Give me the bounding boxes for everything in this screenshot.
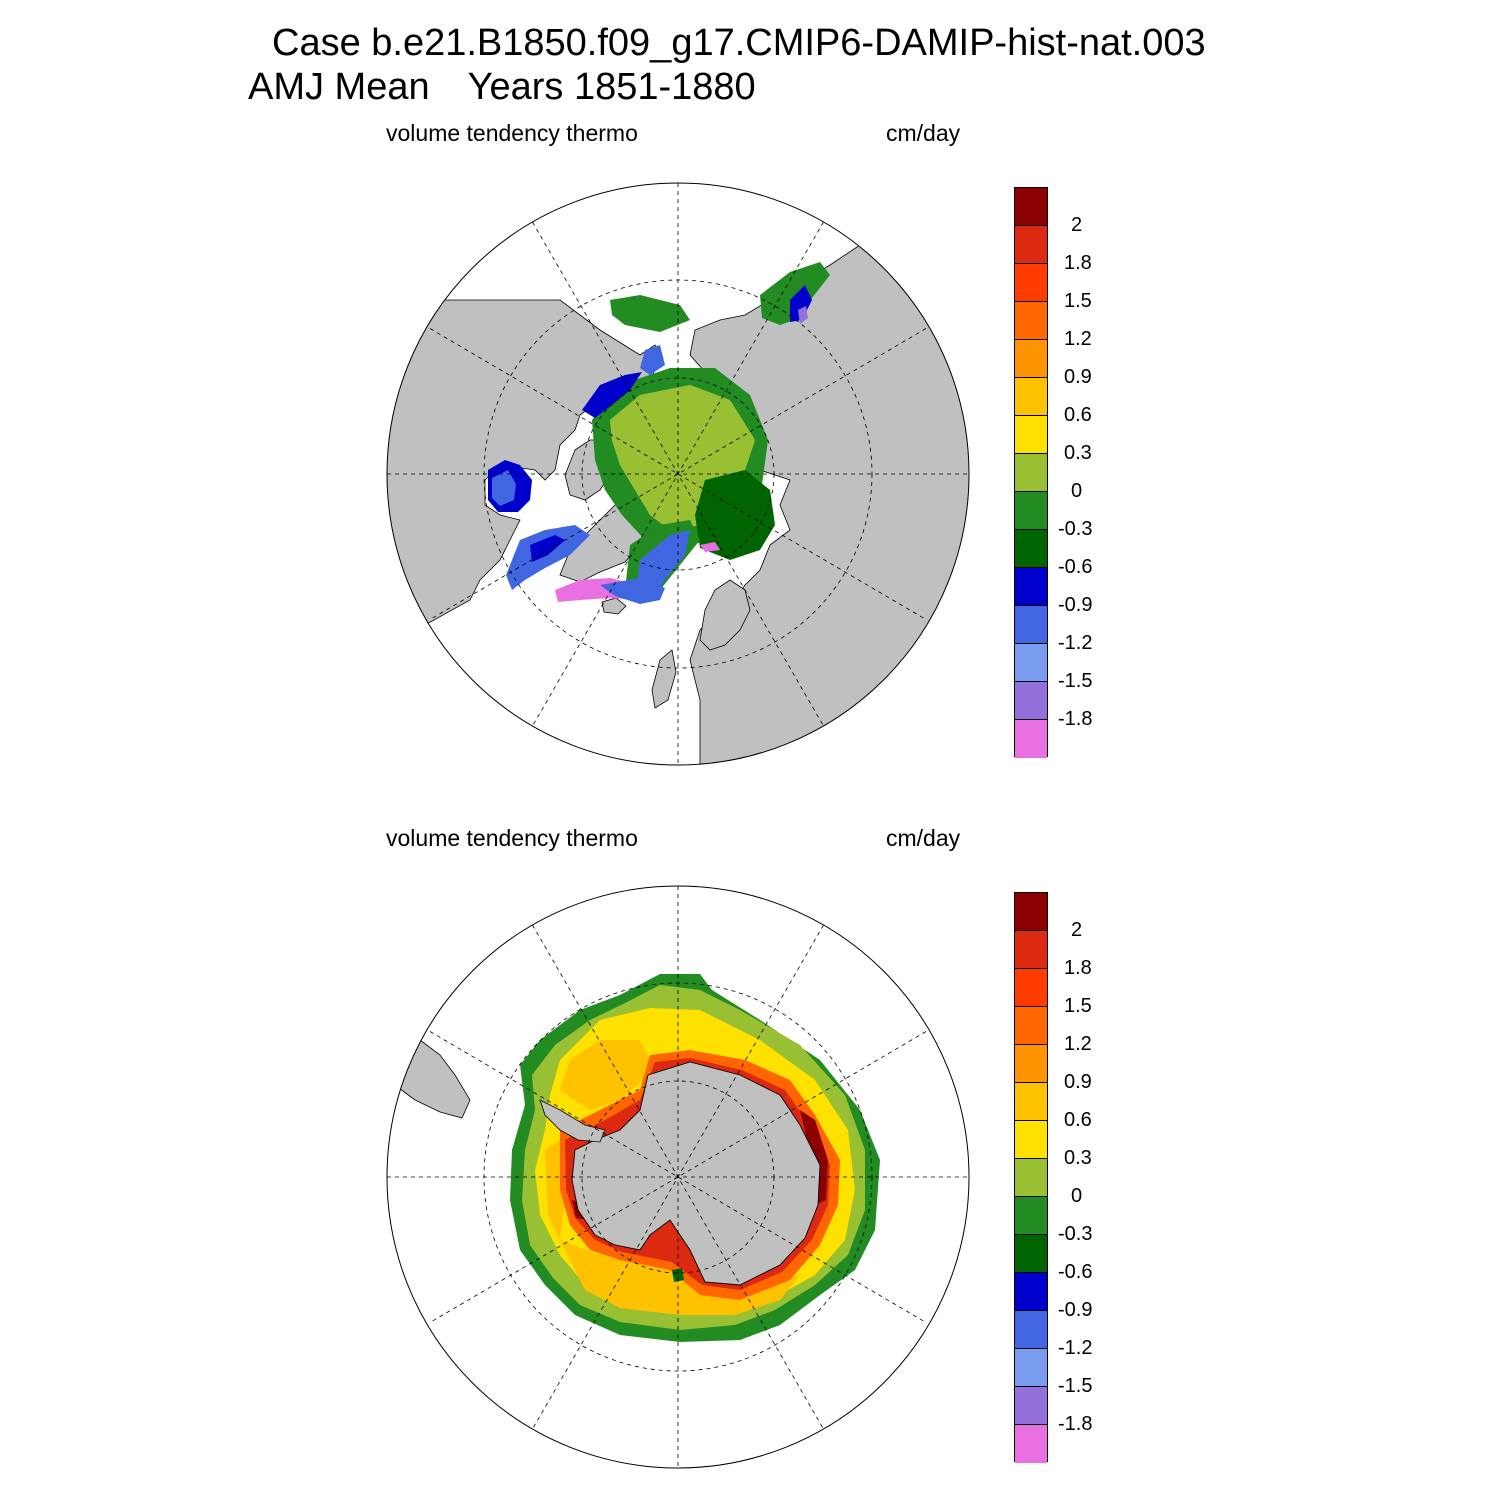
south-panel-units-label: cm/day [886, 825, 961, 851]
north-land-britain [651, 649, 677, 709]
north-panel-units-label: cm/day [886, 120, 961, 146]
south-colorbar-box [1014, 892, 1048, 1463]
south-colorbar-bin [1015, 1159, 1047, 1197]
north-colorbar-bin [1015, 682, 1047, 720]
south-land-antarctica [571, 1061, 821, 1286]
south-colorbar-tick-label: 0.3 [1064, 1147, 1092, 1169]
south-colorbar-bin [1015, 1273, 1047, 1311]
north-colorbar-tick-label: -1.2 [1058, 632, 1093, 654]
figure-title-line1: Case b.e21.B1850.f09_g17.CMIP6-DAMIP-his… [272, 22, 1206, 64]
south-colorbar-bin [1015, 1197, 1047, 1235]
north-colorbar-bin [1015, 568, 1047, 606]
north-colorbar-tick-label: 0.6 [1064, 404, 1092, 426]
north-field-kara [610, 295, 690, 332]
north-colorbar-tick-label: 0.3 [1064, 442, 1092, 464]
south-colorbar-tick-label: -0.6 [1058, 1261, 1093, 1283]
south-panel-variable-label: volume tendency thermo [386, 825, 638, 851]
south-colorbar-bin [1015, 893, 1047, 931]
north-colorbar-bin [1015, 226, 1047, 264]
north-colorbar-tick-label: 2 [1071, 214, 1083, 236]
north-colorbar-bin [1015, 416, 1047, 454]
north-colorbar-tick-label: -0.9 [1058, 594, 1093, 616]
north-colorbar-tick-label: -0.3 [1058, 518, 1093, 540]
north-colorbar-bin [1015, 340, 1047, 378]
south-colorbar-tick-label: 1.8 [1064, 957, 1092, 979]
south-colorbar-tick-label: -0.9 [1058, 1299, 1093, 1321]
north-field-siberian-edge [640, 345, 665, 375]
south-colorbar-tick-label: 0 [1071, 1185, 1083, 1207]
season-label: AMJ Mean [248, 66, 430, 108]
north-colorbar-bin [1015, 264, 1047, 302]
north-field-okhotsk-blue [790, 285, 812, 322]
south-colorbar-bin [1015, 1349, 1047, 1387]
south-colorbar-bin [1015, 1007, 1047, 1045]
south-land-antarctic-peninsula [539, 1099, 606, 1143]
south-polar-map [386, 885, 970, 1469]
south-colorbar-tick-label: 0.9 [1064, 1071, 1092, 1093]
north-field-barents [695, 470, 775, 560]
south-field-small-green-patch [672, 1268, 684, 1282]
north-colorbar-tick-label: 0.9 [1064, 366, 1092, 388]
north-field-greenland-sea-pink [700, 542, 720, 552]
north-colorbar-bin [1015, 720, 1047, 758]
north-panel-variable-label: volume tendency thermo [386, 120, 638, 146]
figure-title-line2: AMJ Mean Years 1851-1880 [248, 68, 756, 106]
south-colorbar-bin [1015, 1045, 1047, 1083]
north-colorbar-tick-label: -1.8 [1058, 708, 1093, 730]
south-colorbar-tick-label: 1.5 [1064, 995, 1092, 1017]
north-field-hudson-bay-inner [492, 470, 516, 506]
north-polar-map [386, 182, 970, 766]
south-colorbar-tick-label: -0.3 [1058, 1223, 1093, 1245]
north-colorbar-tick-label: 1.5 [1064, 290, 1092, 312]
south-colorbar-tick-label: 2 [1071, 919, 1083, 941]
south-colorbar-bin [1015, 1121, 1047, 1159]
north-colorbar-bin [1015, 454, 1047, 492]
north-colorbar-tick-label: -1.5 [1058, 670, 1093, 692]
north-colorbar-bin [1015, 606, 1047, 644]
north-field-siberian-blue [582, 372, 642, 418]
north-colorbar-bin [1015, 378, 1047, 416]
south-field-gold-weddell [560, 1040, 655, 1110]
north-colorbar-bin [1015, 188, 1047, 226]
south-colorbar-bin [1015, 1425, 1047, 1463]
north-colorbar-bin [1015, 302, 1047, 340]
south-colorbar-bin [1015, 1311, 1047, 1349]
south-colorbar-tick-label: -1.2 [1058, 1337, 1093, 1359]
north-field-labrador-blue [600, 578, 665, 604]
south-colorbar-tick-label: -1.5 [1058, 1375, 1093, 1397]
north-colorbar-tick-label: 1.2 [1064, 328, 1092, 350]
south-colorbar-bin [1015, 1083, 1047, 1121]
north-colorbar-tick-label: -0.6 [1058, 556, 1093, 578]
north-colorbar-bin [1015, 492, 1047, 530]
south-colorbar-bin [1015, 931, 1047, 969]
south-colorbar-bin [1015, 1235, 1047, 1273]
north-map-boundary [386, 182, 970, 766]
years-label: Years 1851-1880 [467, 66, 756, 108]
south-colorbar-bin [1015, 969, 1047, 1007]
north-land-iceland [601, 597, 627, 615]
north-colorbar-bin [1015, 644, 1047, 682]
north-colorbar-tick-label: 1.8 [1064, 252, 1092, 274]
north-field-okhotsk-pink [798, 306, 808, 324]
south-colorbar-tick-label: 0.6 [1064, 1109, 1092, 1131]
north-field-okhotsk [760, 262, 830, 325]
north-colorbar-bin [1015, 530, 1047, 568]
north-field-baffin-labrador [506, 525, 590, 590]
north-land-scandinavia [699, 579, 751, 651]
south-map-boundary [386, 885, 970, 1469]
north-field-ring-green [592, 368, 768, 550]
south-colorbar-tick-label: 1.2 [1064, 1033, 1092, 1055]
north-colorbar-tick-label: 0 [1071, 480, 1083, 502]
south-colorbar-bin [1015, 1387, 1047, 1425]
north-colorbar-box [1014, 187, 1048, 758]
south-colorbar-tick-label: -1.8 [1058, 1413, 1093, 1435]
